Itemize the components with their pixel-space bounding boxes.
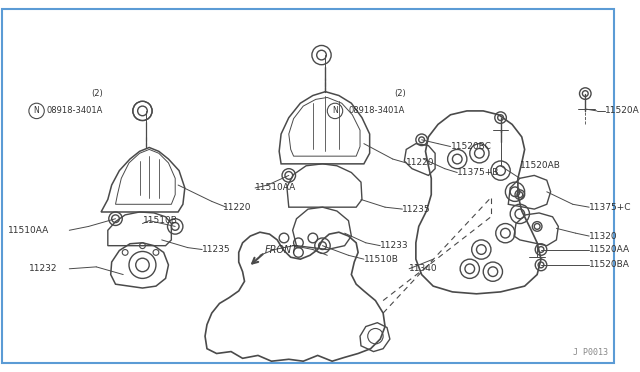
Text: 08918-3401A: 08918-3401A xyxy=(46,106,102,115)
Text: 11320: 11320 xyxy=(589,231,618,241)
Text: 11510AA: 11510AA xyxy=(8,226,49,235)
Text: N: N xyxy=(34,106,40,115)
Text: J P0013: J P0013 xyxy=(573,348,609,357)
Text: 11520BC: 11520BC xyxy=(451,142,492,151)
Text: 11375+C: 11375+C xyxy=(589,203,632,212)
Text: FRONT: FRONT xyxy=(265,244,298,254)
Text: 11520AA: 11520AA xyxy=(589,245,630,254)
Text: (2): (2) xyxy=(395,89,406,98)
Text: 11510B: 11510B xyxy=(143,216,177,225)
Text: 11235: 11235 xyxy=(202,245,231,254)
Text: 11510AA: 11510AA xyxy=(255,183,296,192)
Text: 11233: 11233 xyxy=(380,241,409,250)
Text: 11520AB: 11520AB xyxy=(520,161,561,170)
Text: N: N xyxy=(332,106,338,115)
Text: 11340: 11340 xyxy=(409,264,438,273)
Text: 11520A: 11520A xyxy=(605,106,639,115)
Text: 11232: 11232 xyxy=(29,264,58,273)
Text: 08918-3401A: 08918-3401A xyxy=(348,106,405,115)
Text: 11375+B: 11375+B xyxy=(457,168,500,177)
Text: 11235: 11235 xyxy=(403,205,431,214)
Text: 11220: 11220 xyxy=(406,158,435,167)
Text: 11220: 11220 xyxy=(223,203,252,212)
Text: 11510B: 11510B xyxy=(364,255,399,264)
Text: 11520BA: 11520BA xyxy=(589,260,630,269)
Text: (2): (2) xyxy=(92,89,103,98)
